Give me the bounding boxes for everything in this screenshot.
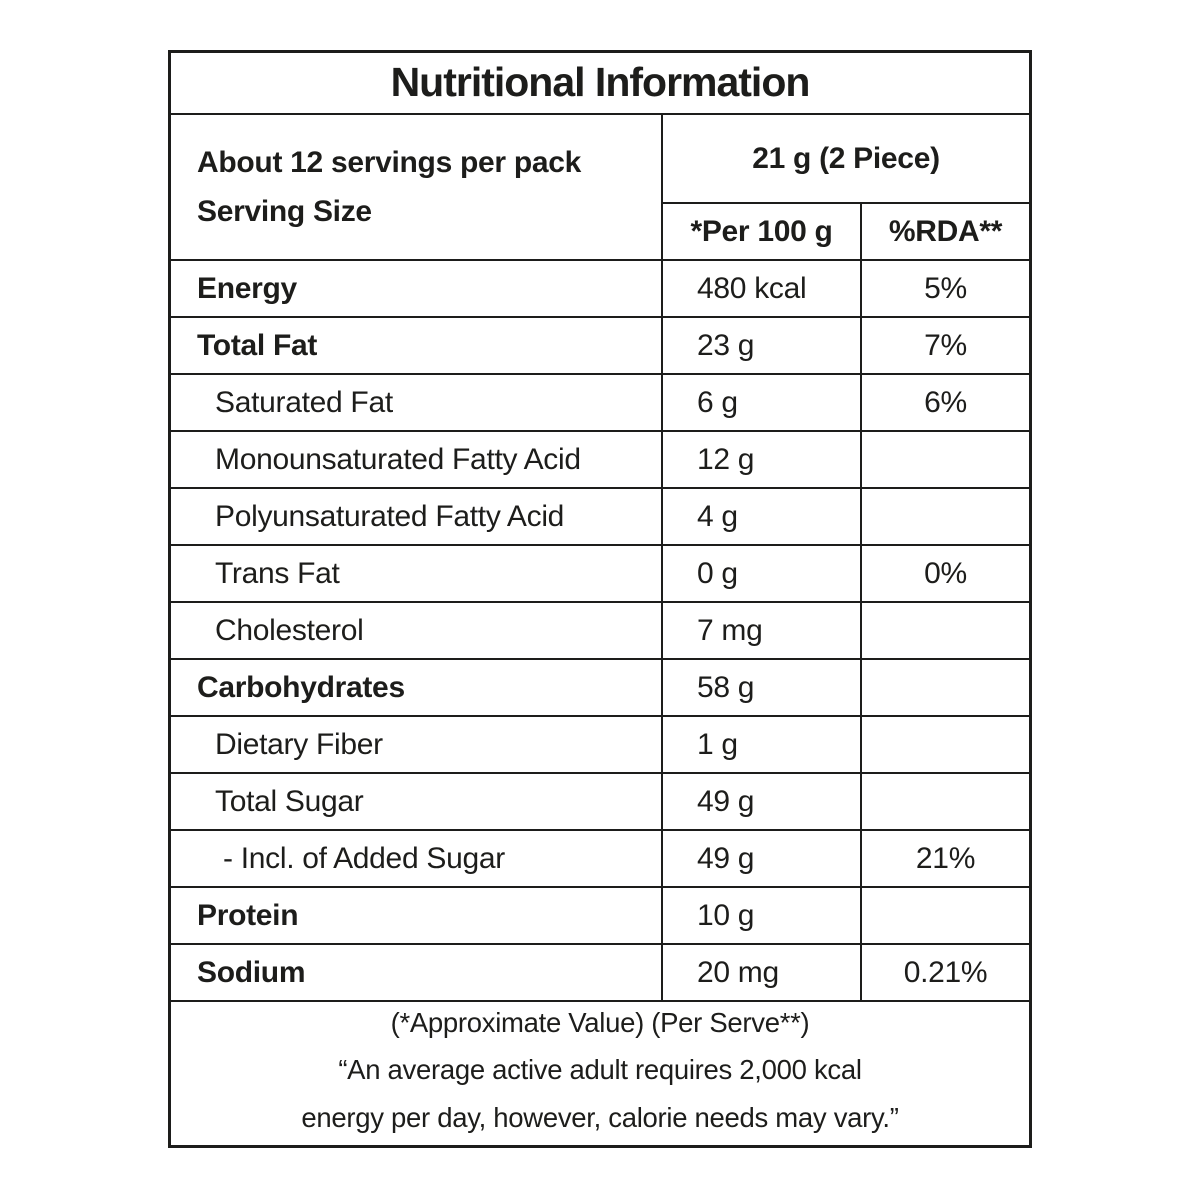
row-total-fat-rda: 7% xyxy=(862,318,1029,375)
row-saturated-fat-label: Saturated Fat xyxy=(171,375,663,432)
footer-approximate-note: (*Approximate Value) (Per Serve**) xyxy=(390,1007,810,1039)
row-cholesterol-rda xyxy=(862,603,1029,660)
row-carbohydrates-rda xyxy=(862,660,1029,717)
row-polyunsaturated-value: 4 g xyxy=(663,489,862,546)
row-cholesterol-value: 7 mg xyxy=(663,603,862,660)
row-total-sugar-rda xyxy=(862,774,1029,831)
row-added-sugar-rda: 21% xyxy=(862,831,1029,888)
row-polyunsaturated-label: Polyunsaturated Fatty Acid xyxy=(171,489,663,546)
footer-adult-kcal-note-line2: energy per day, however, calorie needs m… xyxy=(301,1101,899,1133)
column-header-per-100g: *Per 100 g xyxy=(663,204,862,261)
row-added-sugar-value: 49 g xyxy=(663,831,862,888)
row-energy-label: Energy xyxy=(171,261,663,318)
row-carbohydrates-value: 58 g xyxy=(663,660,862,717)
row-added-sugar-label: - Incl. of Added Sugar xyxy=(171,831,663,888)
row-total-sugar-label: Total Sugar xyxy=(171,774,663,831)
serving-info-cell: About 12 servings per pack Serving Size xyxy=(171,115,663,261)
row-trans-fat-label: Trans Fat xyxy=(171,546,663,603)
row-sodium-label: Sodium xyxy=(171,945,663,1002)
row-protein-label: Protein xyxy=(171,888,663,945)
row-carbohydrates-label: Carbohydrates xyxy=(171,660,663,717)
row-total-sugar-value: 49 g xyxy=(663,774,862,831)
serving-size-value: 21 g (2 Piece) xyxy=(663,115,1029,204)
row-dietary-fiber-label: Dietary Fiber xyxy=(171,717,663,774)
row-protein-value: 10 g xyxy=(663,888,862,945)
nutrition-table: Nutritional Information About 12 serving… xyxy=(168,50,1032,1148)
row-total-fat-value: 23 g xyxy=(663,318,862,375)
servings-per-pack-text: About 12 servings per pack xyxy=(197,146,582,179)
row-dietary-fiber-value: 1 g xyxy=(663,717,862,774)
row-monounsaturated-label: Monounsaturated Fatty Acid xyxy=(171,432,663,489)
row-saturated-fat-rda: 6% xyxy=(862,375,1029,432)
row-monounsaturated-value: 12 g xyxy=(663,432,862,489)
row-total-fat-label: Total Fat xyxy=(171,318,663,375)
footer-notes: (*Approximate Value) (Per Serve**) “An a… xyxy=(171,1002,1029,1145)
row-sodium-rda: 0.21% xyxy=(862,945,1029,1002)
row-saturated-fat-value: 6 g xyxy=(663,375,862,432)
row-polyunsaturated-rda xyxy=(862,489,1029,546)
row-protein-rda xyxy=(862,888,1029,945)
row-trans-fat-value: 0 g xyxy=(663,546,862,603)
row-sodium-value: 20 mg xyxy=(663,945,862,1002)
footer-adult-kcal-note-line1: “An average active adult requires 2,000 … xyxy=(338,1054,862,1086)
row-dietary-fiber-rda xyxy=(862,717,1029,774)
row-trans-fat-rda: 0% xyxy=(862,546,1029,603)
table-title: Nutritional Information xyxy=(171,53,1029,115)
row-cholesterol-label: Cholesterol xyxy=(171,603,663,660)
row-monounsaturated-rda xyxy=(862,432,1029,489)
row-energy-value: 480 kcal xyxy=(663,261,862,318)
serving-size-label: Serving Size xyxy=(197,195,372,228)
row-energy-rda: 5% xyxy=(862,261,1029,318)
column-header-rda: %RDA** xyxy=(862,204,1029,261)
